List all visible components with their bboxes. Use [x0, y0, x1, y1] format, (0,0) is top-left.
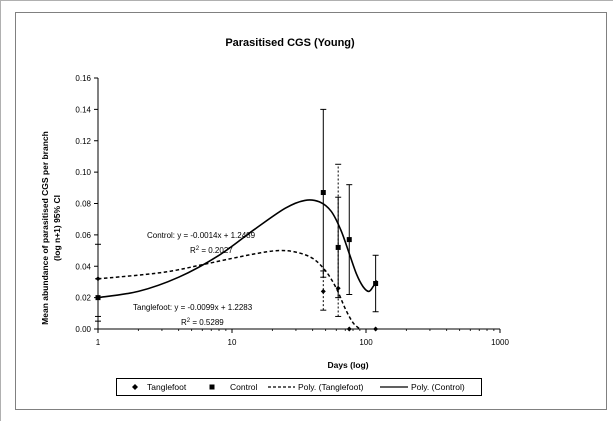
tanglefoot-r2: R2 = 0.5289	[181, 318, 224, 327]
y-tick-label: 0.00	[75, 325, 91, 334]
y-tick-label: 0.16	[75, 74, 91, 83]
control-point	[346, 237, 352, 243]
legend-poly-tanglefoot-label: Poly. (Tanglefoot)	[298, 382, 364, 392]
legend-box	[116, 378, 482, 396]
control-equation: Control: y = -0.0014x + 1.2489	[147, 231, 256, 240]
y-tick-label: 0.12	[75, 137, 91, 146]
y-tick-label: 0.08	[75, 200, 91, 209]
tanglefoot-point	[346, 326, 352, 332]
legend-tanglefoot-label: Tanglefoot	[147, 382, 187, 392]
tanglefoot-point	[95, 276, 101, 282]
x-tick-label: 100	[359, 338, 373, 347]
control-point	[335, 244, 341, 250]
control-point	[320, 190, 326, 196]
data-markers	[95, 190, 379, 332]
y-axis-label-line1: Mean abundance of parasitised CGS per br…	[40, 131, 50, 325]
x-axis-label: Days (log)	[327, 360, 368, 370]
tanglefoot-point	[320, 288, 326, 294]
x-tick-label: 1	[96, 338, 101, 347]
legend-control-marker	[209, 384, 215, 390]
y-axis-label-line2: (log n+1) 95% CI	[52, 195, 62, 261]
chart-title: Parasitised CGS (Young)	[225, 37, 355, 49]
control-point	[95, 295, 101, 301]
tanglefoot-point	[373, 326, 379, 332]
y-tick-label: 0.10	[75, 168, 91, 177]
y-tick-label: 0.04	[75, 262, 91, 271]
annotations: Control: y = -0.0014x + 1.2489 R2 = 0.202…	[133, 231, 256, 327]
y-tick-label: 0.14	[75, 105, 91, 114]
x-tick-label: 10	[228, 338, 237, 347]
y-tick-label: 0.06	[75, 231, 91, 240]
tanglefoot-point	[335, 285, 341, 291]
legend: Tanglefoot Control Poly. (Tanglefoot) Po…	[116, 378, 482, 396]
legend-poly-control-label: Poly. (Control)	[411, 382, 465, 392]
control-r2: R2 = 0.2027	[190, 246, 233, 255]
legend-tanglefoot-marker	[132, 384, 138, 390]
poly-control-curve	[97, 199, 378, 299]
legend-control-label: Control	[230, 382, 258, 392]
control-point	[373, 281, 379, 287]
x-ticks: 1 10 100 1000	[96, 329, 509, 347]
y-tick-label: 0.02	[75, 294, 91, 303]
x-tick-label: 1000	[491, 338, 509, 347]
tanglefoot-equation: Tanglefoot: y = -0.0099x + 1.2283	[133, 303, 253, 312]
chart-area	[15, 12, 607, 410]
trendlines	[97, 199, 378, 330]
y-ticks: 0.00 0.02 0.04 0.06 0.08 0.10 0.12 0.14 0.16	[75, 74, 98, 334]
